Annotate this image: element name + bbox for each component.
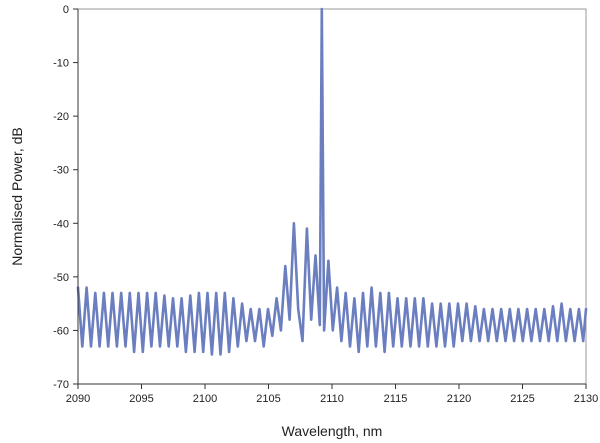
x-tick-label: 2100 bbox=[193, 393, 217, 405]
y-axis-ticks: 0 -10 -20 -30 -40 -50 -60 -70 bbox=[53, 4, 78, 391]
x-tick-label: 2090 bbox=[66, 393, 90, 405]
y-tick-label: -60 bbox=[53, 325, 69, 337]
y-tick-label: 0 bbox=[63, 4, 69, 16]
y-tick-label: -20 bbox=[53, 111, 69, 123]
x-tick-label: 2105 bbox=[256, 393, 280, 405]
y-tick-label: -70 bbox=[53, 379, 69, 391]
y-tick-label: -40 bbox=[53, 218, 69, 230]
x-tick-label: 2120 bbox=[447, 393, 471, 405]
y-tick-label: -50 bbox=[53, 272, 69, 284]
x-tick-label: 2130 bbox=[574, 393, 598, 405]
x-tick-label: 2115 bbox=[384, 393, 408, 405]
y-axis-title: Normalised Power, dB bbox=[9, 127, 25, 266]
x-axis-ticks: 2090 2095 2100 2105 2110 2115 2120 2125 2130 bbox=[66, 384, 598, 405]
x-tick-label: 2095 bbox=[129, 393, 153, 405]
x-tick-label: 2125 bbox=[510, 393, 534, 405]
y-tick-label: -10 bbox=[53, 58, 69, 70]
y-tick-label: -30 bbox=[53, 165, 69, 177]
x-axis-title: Wavelength, nm bbox=[282, 423, 383, 439]
spectrum-line bbox=[76, 7, 588, 356]
x-tick-label: 2110 bbox=[320, 393, 344, 405]
